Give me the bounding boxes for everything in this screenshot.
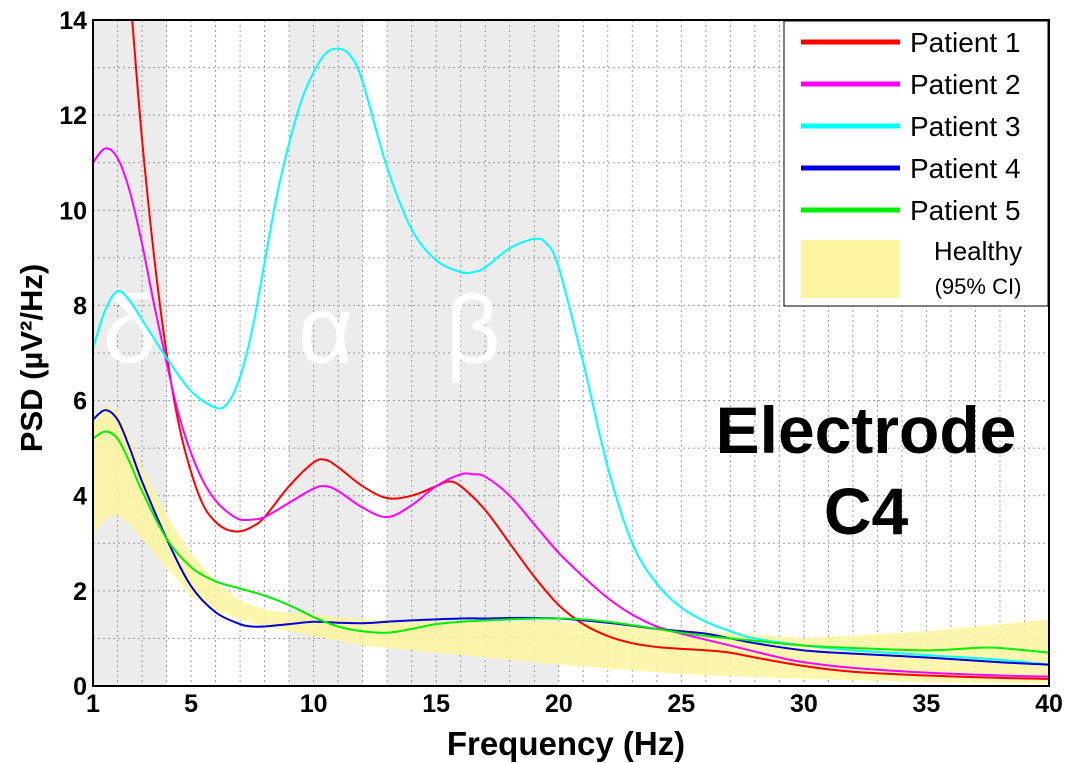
- x-axis-label: Frequency (Hz): [447, 725, 685, 762]
- x-tick-label: 15: [422, 690, 450, 718]
- legend-swatch-healthy: [801, 240, 900, 298]
- series-line-patient-5: [93, 430, 1049, 654]
- y-tick-label: 14: [59, 7, 87, 35]
- series-line-patient-3: [93, 47, 1049, 666]
- y-tick-label: 10: [59, 197, 87, 225]
- legend-label-patient-5: Patient 5: [910, 195, 1021, 226]
- x-tick-label: 35: [913, 690, 941, 718]
- y-tick-label: 12: [59, 102, 87, 130]
- legend: Patient 1 Patient 2 Patient 3 Patient 4 Pati…: [783, 20, 1049, 307]
- x-tick-label: 40: [1035, 690, 1063, 718]
- x-tick-label: 30: [790, 690, 818, 718]
- annotation-electrode: Electrode: [716, 393, 1017, 467]
- legend-label-healthy: Healthy: [934, 236, 1022, 266]
- legend-label-patient-4: Patient 4: [910, 153, 1021, 184]
- x-tick-labels: 1 5 10 15 20 25 30 35 40: [86, 690, 1063, 718]
- band-label-1: α: [298, 277, 354, 384]
- legend-label-patient-3: Patient 3: [910, 111, 1021, 142]
- legend-sublabel-healthy: (95% CI): [935, 274, 1022, 299]
- x-tick-label: 20: [545, 690, 573, 718]
- x-tick-label: 10: [300, 690, 328, 718]
- plot-frame: [92, 19, 1050, 687]
- y-tick-label: 0: [73, 673, 87, 701]
- y-tick-label: 8: [73, 292, 87, 320]
- x-tick-label: 5: [184, 690, 198, 718]
- y-tick-labels: 0 2 4 6 8 10 12 14: [59, 7, 87, 701]
- frequency-bands: [93, 20, 559, 686]
- y-tick-label: 4: [73, 483, 87, 511]
- legend-label-patient-1: Patient 1: [910, 27, 1021, 58]
- y-axis-label: PSD (µV²/Hz): [14, 264, 49, 452]
- y-tick-label: 2: [73, 578, 87, 606]
- x-tick-label: 25: [667, 690, 695, 718]
- band-label-2: β: [445, 277, 500, 384]
- series-line-patient-2: [93, 147, 1049, 678]
- series-lines: [93, 20, 1049, 680]
- y-tick-label: 6: [73, 388, 87, 416]
- band-2: [387, 20, 559, 686]
- annotation-c4: C4: [824, 474, 909, 548]
- series-line-patient-1: [131, 20, 1049, 680]
- x-tick-label: 1: [86, 690, 100, 718]
- legend-label-patient-2: Patient 2: [910, 69, 1021, 100]
- band-1: [289, 20, 363, 686]
